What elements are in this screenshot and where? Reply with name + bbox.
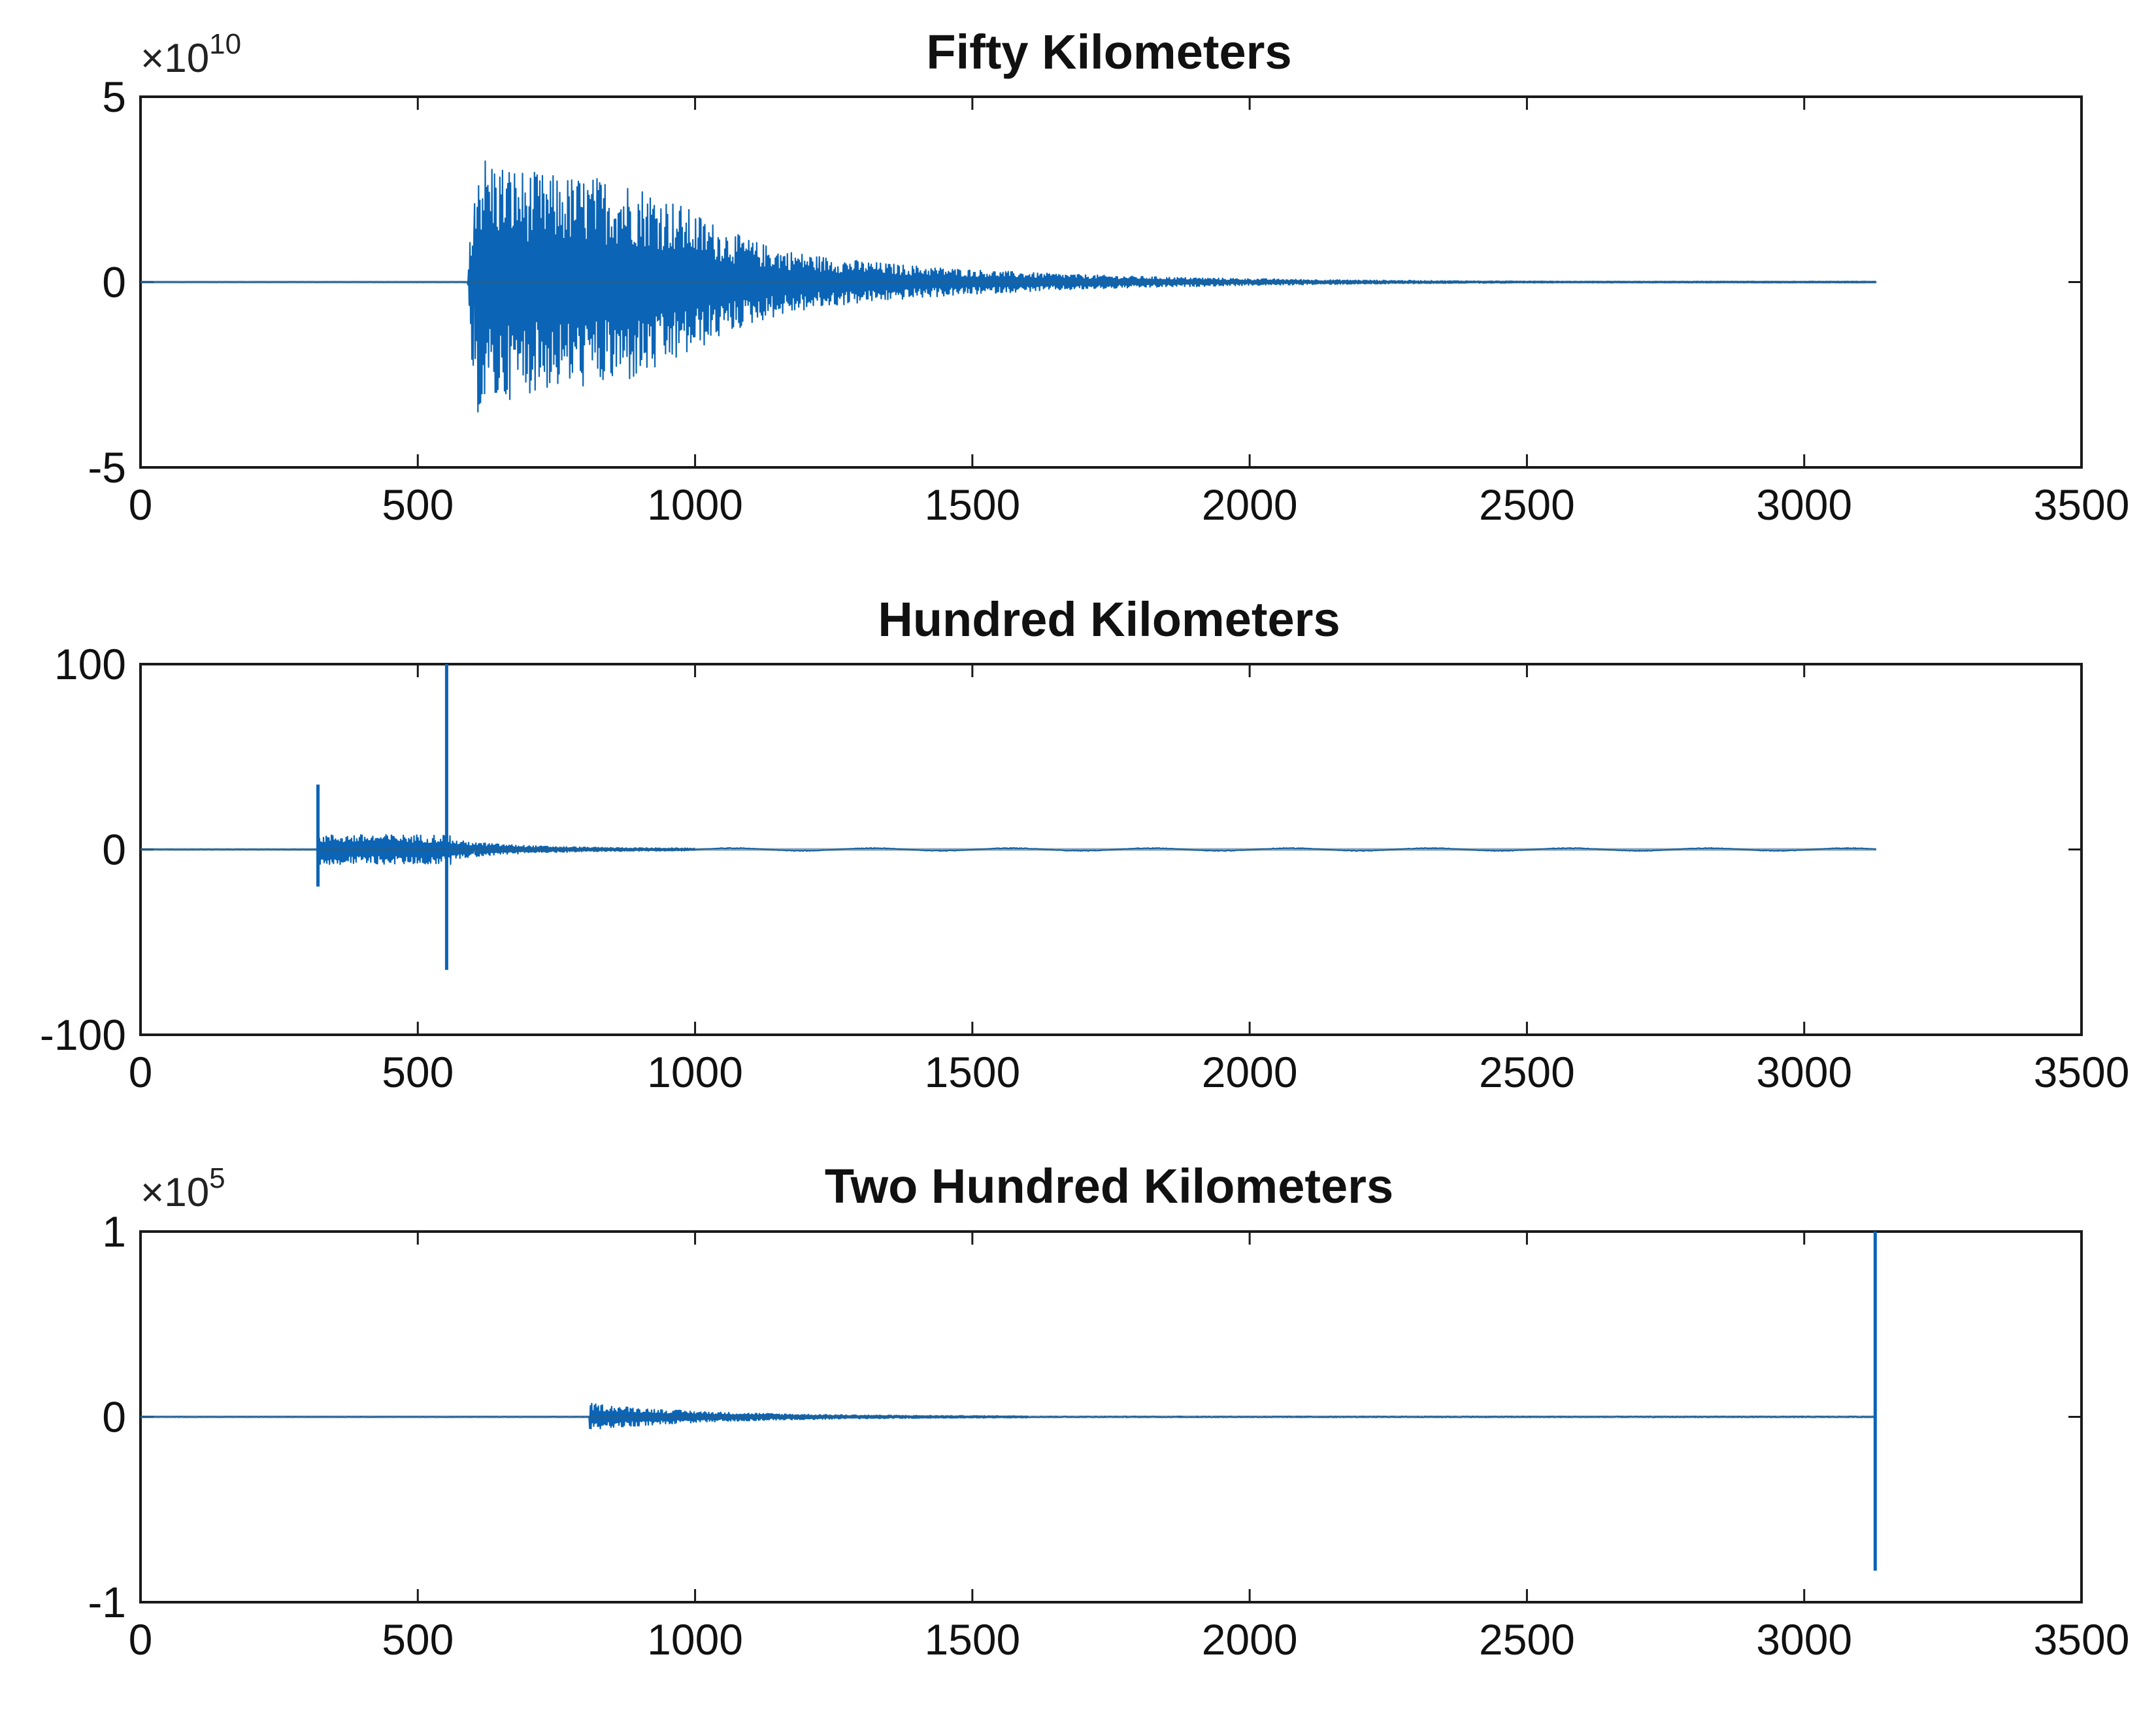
y-multiplier-base: ×10: [141, 36, 209, 81]
x-tick-label: 2000: [1202, 1615, 1298, 1664]
x-tick-label: 1500: [924, 1048, 1020, 1096]
x-tick-label: 3500: [2034, 1048, 2130, 1096]
x-tick-label: 2000: [1202, 1048, 1298, 1096]
x-tick-label: 3000: [1756, 1615, 1852, 1664]
x-tick-label: 0: [129, 480, 153, 529]
x-tick-label: 1000: [647, 480, 743, 529]
x-tick-label: 2500: [1479, 1615, 1575, 1664]
x-tick-label: 3000: [1756, 1048, 1852, 1096]
subplot-two-hundred-kilometers: Two Hundred Kilometers ×105 0 500 1000 1500…: [88, 1159, 2129, 1664]
y-tick-label: -1: [88, 1578, 126, 1626]
x-tick-labels: 0 500 1000 1500 2000 2500 3000 3500: [129, 1615, 2130, 1664]
y-tick-label: 0: [102, 258, 126, 307]
x-tick-label: 2500: [1479, 1048, 1575, 1096]
x-tick-label: 1500: [924, 480, 1020, 529]
x-tick-label: 1500: [924, 1615, 1020, 1664]
axis-ticks: [139, 1230, 2083, 1603]
x-tick-label: 0: [129, 1048, 153, 1096]
y-tick-labels: -100 0 100: [40, 640, 126, 1059]
x-tick-labels: 0 500 1000 1500 2000 2500 3000 3500: [129, 480, 2130, 529]
series-layer: [140, 664, 1877, 970]
y-tick-labels: -1 0 1: [88, 1207, 126, 1626]
subplot-title: Fifty Kilometers: [926, 25, 1291, 79]
series-layer: [140, 160, 1877, 413]
y-tick-label: 1: [102, 1207, 126, 1256]
y-tick-label: 0: [102, 1393, 126, 1441]
x-tick-label: 3500: [2034, 1615, 2130, 1664]
x-tick-label: 0: [129, 1615, 153, 1664]
subplot-hundred-kilometers: Hundred Kilometers 0 500 1000 1500 2000 2500 3…: [40, 592, 2130, 1096]
axis-ticks: [139, 95, 2083, 469]
y-multiplier-exponent: 10: [209, 28, 241, 60]
x-tick-label: 1000: [647, 1615, 743, 1664]
y-tick-label: 100: [54, 640, 126, 688]
y-tick-label: -100: [40, 1011, 126, 1059]
y-axis-multiplier: ×1010: [141, 28, 241, 81]
x-tick-label: 3000: [1756, 480, 1852, 529]
x-tick-label: 1000: [647, 1048, 743, 1096]
y-multiplier-exponent: 5: [209, 1162, 225, 1194]
y-tick-label: 0: [102, 826, 126, 874]
y-tick-labels: -5 0 5: [88, 73, 126, 492]
x-tick-label: 2500: [1479, 480, 1575, 529]
subplot-title: Two Hundred Kilometers: [825, 1159, 1393, 1213]
y-tick-label: 5: [102, 73, 126, 121]
x-tick-labels: 0 500 1000 1500 2000 2500 3000 3500: [129, 1048, 2130, 1096]
y-axis-multiplier: ×105: [141, 1162, 225, 1215]
x-tick-label: 500: [382, 480, 454, 529]
series-layer: [140, 1232, 1877, 1571]
x-tick-label: 500: [382, 1615, 454, 1664]
subplot-fifty-kilometers: Fifty Kilometers ×1010 0 500 1000 1500 2000 2…: [88, 25, 2129, 529]
x-tick-label: 500: [382, 1048, 454, 1096]
x-tick-label: 2000: [1202, 480, 1298, 529]
y-tick-label: -5: [88, 443, 126, 492]
y-multiplier-base: ×10: [141, 1170, 209, 1215]
subplot-title: Hundred Kilometers: [878, 592, 1340, 646]
x-tick-label: 3500: [2034, 480, 2130, 529]
